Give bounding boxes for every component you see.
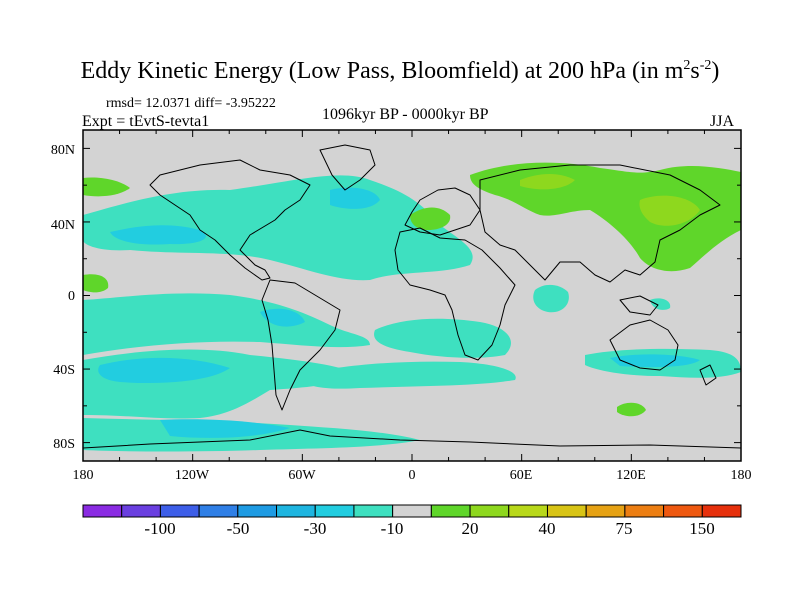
- colorbar-label-75: 75: [615, 519, 633, 538]
- lat-tick-80n: 80N: [50, 143, 75, 158]
- lon-tick-120w: 120W: [174, 468, 210, 483]
- season-label: JJA: [710, 113, 735, 130]
- antarctica-coast: [83, 429, 741, 449]
- lat-tick-80s: 80S: [53, 437, 75, 452]
- south-america-coast: [261, 279, 341, 411]
- negative-anomaly-cores: [98, 187, 700, 438]
- greenland-coast: [319, 144, 376, 191]
- lat-tick-40n: 40N: [50, 218, 75, 233]
- lon-tick-60w: 60W: [288, 468, 316, 483]
- core-south-pacific: [98, 357, 231, 384]
- positive-europe: [410, 207, 451, 230]
- lat-tick-0: 0: [68, 289, 75, 304]
- core-east-asia: [639, 195, 700, 226]
- colorbar-label-neg100: -100: [144, 519, 176, 538]
- south-atlantic-patch: [374, 318, 511, 358]
- map-title: Eddy Kinetic Energy (Low Pass, Bloomfiel…: [80, 58, 720, 84]
- asia-coast: [479, 164, 721, 283]
- indonesia-coast: [619, 295, 659, 316]
- lat-tick-40s: 40S: [53, 363, 75, 378]
- positive-eurasia: [470, 162, 741, 272]
- core-north-pacific: [110, 225, 206, 245]
- core-south-america: [260, 308, 305, 327]
- new-zealand-coast: [699, 364, 717, 386]
- experiment-label: Expt = tEvtS-tevta1: [82, 113, 210, 130]
- lon-tick-180w: 180: [72, 468, 94, 483]
- europe-coast: [404, 187, 481, 236]
- colorbar-label-40: 40: [538, 519, 556, 538]
- positive-anomaly-regions: [83, 162, 741, 417]
- positive-anomaly-cores: [520, 174, 700, 226]
- africa-coast: [394, 227, 516, 361]
- coastlines: [83, 144, 741, 449]
- positive-central-pacific: [83, 274, 109, 293]
- south-pacific-band-upper: [83, 293, 370, 355]
- map-plot-area: [83, 130, 741, 461]
- australia-coast: [609, 319, 679, 371]
- lon-tick-120e: 120E: [616, 468, 646, 483]
- core-antarctic: [160, 419, 290, 438]
- period-label: 1096kyr BP - 0000kyr BP: [322, 106, 489, 123]
- southern-ocean-patch: [300, 361, 516, 389]
- core-north-atlantic: [330, 187, 380, 209]
- colorbar-label-neg30: -30: [303, 519, 327, 538]
- colorbar-label-neg10: -10: [380, 519, 404, 538]
- positive-alaska: [83, 177, 130, 197]
- positive-southern-indian: [617, 402, 646, 417]
- colorbar-label-150: 150: [689, 519, 715, 538]
- axis-ticks: [82, 130, 742, 461]
- lon-tick-0: 0: [408, 468, 416, 483]
- north-america-coast: [149, 159, 311, 281]
- colorbar-label-20: 20: [461, 519, 479, 538]
- lon-tick-60e: 60E: [509, 468, 533, 483]
- colorbar-label-neg50: -50: [226, 519, 250, 538]
- core-australia-south: [610, 354, 700, 368]
- indian-ocean-patch: [533, 284, 569, 313]
- statistics-label: rmsd= 12.0371 diff= -3.95222: [106, 96, 276, 111]
- core-siberia: [520, 174, 575, 190]
- lon-tick-180e: 180: [730, 468, 752, 483]
- west-pacific-patch: [650, 298, 671, 310]
